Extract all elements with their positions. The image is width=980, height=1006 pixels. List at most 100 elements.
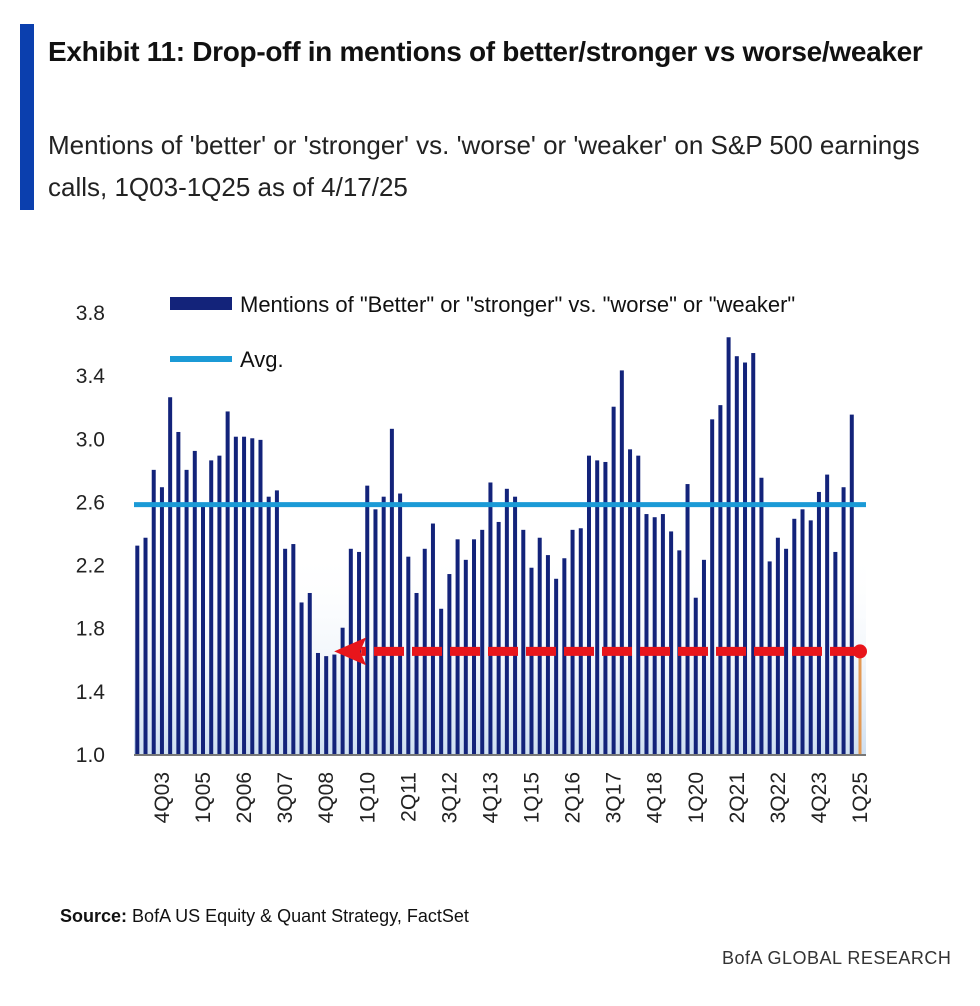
- arrow-head: [334, 637, 367, 666]
- arrow-origin-dot: [853, 644, 867, 659]
- x-tick-label: 4Q03: [151, 772, 174, 823]
- bar-1Q12: [430, 523, 435, 754]
- chart-subtitle: Mentions of 'better' or 'stronger' vs. '…: [48, 130, 920, 202]
- bar-2Q08: [307, 592, 312, 754]
- x-tick-label: 1Q20: [685, 772, 708, 823]
- y-tick-label: 1.0: [76, 744, 105, 767]
- bar-1Q21: [726, 337, 731, 754]
- bar-2Q21: [734, 356, 739, 754]
- bar-4Q06: [258, 439, 263, 754]
- bar-2Q13: [472, 539, 477, 754]
- bar-2Q05: [209, 460, 214, 754]
- bar-3Q04: [184, 469, 189, 754]
- bar-3Q10: [381, 496, 386, 754]
- bar-4Q19: [685, 484, 690, 754]
- bar-4Q08: [324, 656, 329, 754]
- bar-2Q18: [636, 455, 641, 754]
- bar-1Q24: [825, 474, 830, 754]
- bar-1Q22: [759, 477, 764, 754]
- legend-label-mentions: Mentions of "Better" or "stronger" vs. "…: [240, 292, 795, 317]
- bars: [135, 337, 862, 754]
- bar-3Q08: [315, 652, 320, 754]
- bar-4Q21: [751, 353, 756, 754]
- source-note: Source: BofA US Equity & Quant Strategy,…: [60, 906, 469, 927]
- bar-4Q05: [225, 411, 230, 754]
- bar-3Q23: [808, 520, 813, 754]
- legend-swatch-mentions: [170, 297, 232, 310]
- x-tick-label: 3Q12: [438, 772, 461, 823]
- x-tick-label: 4Q18: [644, 772, 667, 823]
- y-tick-label: 2.2: [76, 555, 105, 578]
- bar-3Q18: [644, 514, 649, 754]
- bar-1Q10: [365, 485, 370, 754]
- bar-4Q15: [554, 578, 559, 754]
- x-tick-label: 2Q11: [397, 772, 420, 822]
- bar-4Q03: [159, 487, 164, 754]
- legend-label-avg: Avg.: [240, 347, 284, 372]
- bar-2Q17: [603, 461, 608, 754]
- dashed-arrow-annotation: [334, 637, 867, 666]
- legend-swatch-avg: [170, 356, 232, 362]
- bar-1Q07: [266, 496, 271, 754]
- bar-4Q16: [586, 455, 591, 754]
- bar-4Q20: [718, 405, 723, 754]
- bar-2Q14: [504, 488, 509, 754]
- bar-3Q13: [480, 529, 485, 754]
- x-tick-label: 4Q08: [315, 772, 338, 823]
- bar-4Q12: [455, 539, 460, 754]
- bar-4Q04: [192, 450, 197, 754]
- bar-2Q23: [800, 509, 805, 754]
- bar-1Q09: [332, 654, 337, 754]
- x-tick-label: 4Q13: [479, 772, 502, 823]
- bar-1Q25: [858, 651, 862, 754]
- bar-2Q19: [669, 531, 674, 754]
- bar-3Q05: [217, 455, 222, 754]
- x-tick-label: 3Q07: [274, 772, 297, 823]
- bar-4Q22: [784, 548, 789, 754]
- x-tick-label: 2Q21: [726, 772, 749, 823]
- bar-2Q16: [570, 529, 575, 754]
- bar-1Q19: [660, 514, 665, 754]
- bar-1Q14: [496, 521, 501, 754]
- x-tick-label: 3Q17: [603, 772, 626, 823]
- bar-3Q22: [775, 537, 780, 754]
- bar-2Q04: [176, 431, 181, 754]
- x-axis: 4Q03 1Q05 2Q06 3Q07 4Q08 1Q10 2Q11 3Q12 4Q13 1Q15…: [151, 772, 872, 823]
- source-text: BofA US Equity & Quant Strategy, FactSet: [132, 906, 469, 926]
- legend: Mentions of "Better" or "stronger" vs. "…: [170, 292, 795, 372]
- bar-4Q14: [521, 529, 526, 754]
- y-axis: 1.0 1.4 1.8 2.2 2.6 3.0 3.4 3.8: [76, 302, 106, 767]
- bar-2Q09: [340, 627, 345, 754]
- bar-3Q03: [151, 469, 156, 754]
- y-tick-label: 3.8: [76, 302, 105, 325]
- bar-1Q20: [693, 597, 698, 754]
- y-tick-label: 3.0: [76, 428, 105, 451]
- bar-4Q17: [619, 370, 624, 754]
- chart-title: Exhibit 11: Drop-off in mentions of bett…: [48, 36, 923, 67]
- bar-1Q03: [135, 545, 140, 754]
- bar-1Q11: [398, 493, 403, 754]
- x-tick-label: 1Q10: [356, 772, 379, 823]
- bar-4Q18: [652, 517, 657, 754]
- bar-1Q13: [463, 559, 468, 754]
- source-label: Source:: [60, 906, 128, 926]
- bar-3Q14: [513, 496, 518, 754]
- bar-2Q12: [439, 608, 444, 754]
- x-tick-label: 2Q06: [233, 772, 256, 823]
- bar-3Q11: [414, 592, 419, 754]
- x-tick-label: 2Q16: [562, 772, 585, 823]
- bar-4Q13: [488, 482, 493, 754]
- x-tick-label: 4Q23: [808, 772, 831, 823]
- bar-3Q17: [611, 406, 616, 754]
- bar-1Q16: [562, 558, 567, 754]
- brand-label: BofA GLOBAL RESEARCH: [722, 948, 952, 968]
- y-tick-label: 1.4: [76, 681, 106, 704]
- y-tick-label: 1.8: [76, 618, 105, 641]
- y-tick-label: 3.4: [76, 365, 106, 388]
- bar-2Q03: [143, 537, 148, 754]
- bar-1Q17: [595, 460, 600, 754]
- y-tick-label: 2.6: [76, 491, 105, 514]
- bar-3Q07: [283, 548, 288, 754]
- bar-1Q05: [201, 506, 205, 754]
